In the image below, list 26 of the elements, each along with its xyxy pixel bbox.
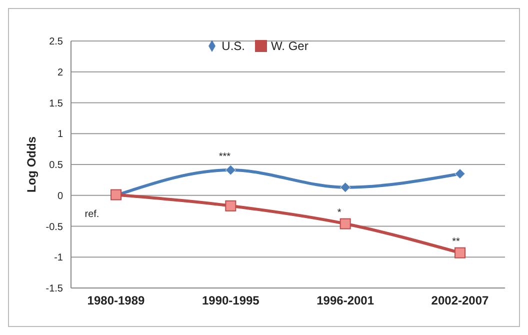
point [225, 164, 236, 176]
y-tick-label: 1.5 [49, 98, 64, 110]
y-tick-label: -0.5 [46, 222, 64, 233]
y-tick-label: 0 [57, 190, 64, 202]
point [340, 182, 351, 193]
y-tick-label: 2.5 [49, 36, 64, 48]
y-tick-label: 2 [57, 67, 64, 78]
point [225, 200, 236, 212]
point [454, 168, 466, 180]
annotation: ref. [84, 208, 100, 220]
x-tick-label: 1990-1995 [202, 294, 260, 308]
y-axis-title: Log Odds [24, 136, 38, 192]
annotation: ** [452, 236, 460, 248]
annotation: * [337, 207, 342, 218]
x-tick-label: 1980-1989 [87, 294, 146, 308]
legend-label: U.S. [222, 39, 245, 53]
y-tick-label: -1.5 [46, 284, 64, 295]
y-tick-label: -1 [54, 252, 64, 264]
point [340, 218, 351, 230]
point [454, 247, 466, 258]
legend-label: W. Ger [271, 39, 308, 53]
y-tick-label: 1 [57, 129, 64, 140]
y-tick-label: 0.5 [49, 160, 64, 172]
annotation: *** [218, 152, 231, 163]
x-tick-label: 1996-2001 [316, 294, 374, 308]
x-tick-label: 2002-2007 [431, 294, 490, 308]
